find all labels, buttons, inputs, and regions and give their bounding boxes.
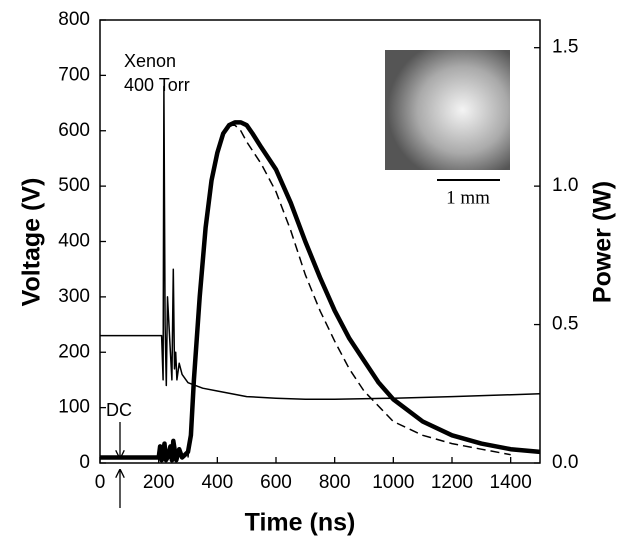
y-tick-label: 300 [58, 286, 90, 307]
x-tick-label: 800 [319, 472, 351, 493]
y-tick-label: 500 [58, 175, 90, 196]
y2-tick-label: 1.0 [552, 175, 578, 196]
x-tick-label: 600 [260, 472, 292, 493]
y-tick-label: 200 [58, 341, 90, 362]
y-tick-label: 800 [58, 9, 90, 30]
annotation: Xenon [124, 51, 176, 71]
data-line [100, 120, 541, 463]
annotation: 400 Torr [124, 75, 190, 95]
x-tick-label: 400 [201, 472, 233, 493]
x-tick-label: 200 [143, 472, 175, 493]
y2-axis-title: Power (W) [589, 181, 617, 303]
y-tick-label: 600 [58, 120, 90, 141]
y2-tick-label: 1.5 [552, 37, 578, 58]
annotation: DC [106, 400, 132, 420]
y-tick-label: 400 [58, 231, 90, 252]
y-tick-label: 0 [79, 452, 90, 473]
scale-label: 1 mm [446, 187, 490, 208]
data-line [100, 85, 541, 401]
y-tick-label: 700 [58, 64, 90, 85]
y2-tick-label: 0.5 [552, 314, 578, 335]
data-line [187, 124, 511, 458]
x-axis-title: Time (ns) [245, 509, 356, 537]
inset-image [385, 50, 510, 170]
x-tick-label: 1000 [372, 472, 414, 493]
y-axis-title: Voltage (V) [18, 178, 46, 307]
x-tick-label: 1400 [490, 472, 532, 493]
x-tick-label: 0 [95, 472, 106, 493]
x-tick-label: 1200 [431, 472, 473, 493]
y2-tick-label: 0.0 [552, 452, 578, 473]
y-tick-label: 100 [58, 397, 90, 418]
